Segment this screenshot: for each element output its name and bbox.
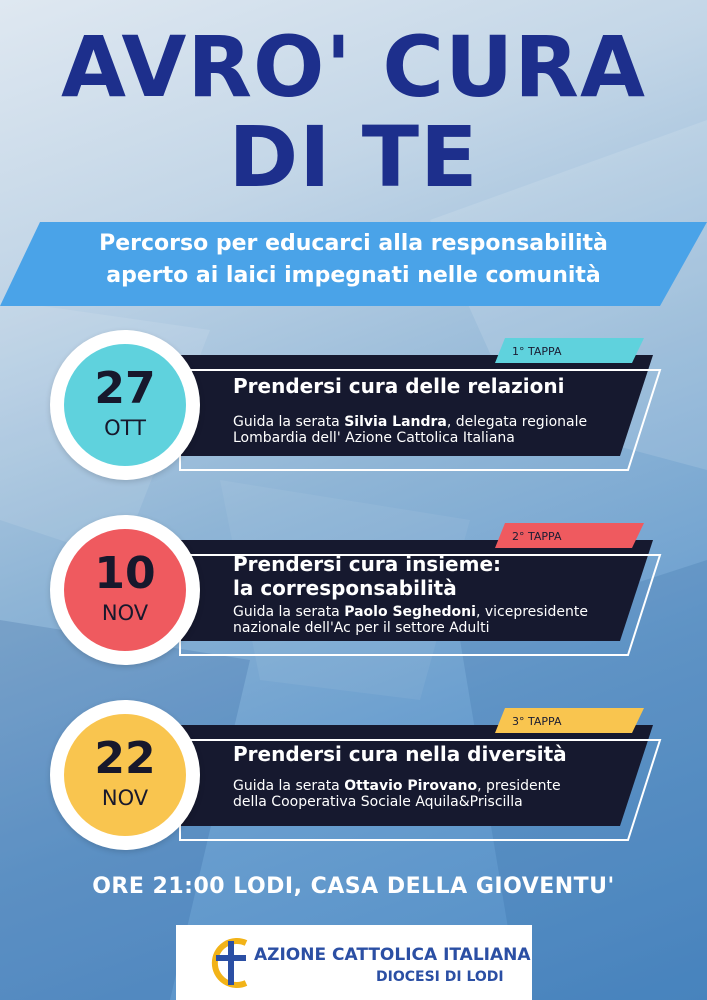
stage-label: 2° TAPPA bbox=[512, 530, 562, 543]
event-title: Prendersi cura insieme: bbox=[233, 552, 502, 576]
event-day: 27 bbox=[94, 363, 156, 414]
speaker-name: Paolo Seghedoni bbox=[344, 604, 476, 620]
stage-label: 3° TAPPA bbox=[512, 715, 562, 728]
speaker-name: Silvia Landra bbox=[344, 414, 447, 430]
event-card-2: 2° TAPPA 10 NOV Prendersi cura insieme: … bbox=[0, 515, 707, 665]
event-day: 22 bbox=[94, 733, 156, 784]
date-badge: 10 NOV bbox=[50, 515, 200, 665]
subtitle-line-1: Percorso per educarci alla responsabilit… bbox=[99, 231, 608, 256]
event-title: Prendersi cura delle relazioni bbox=[233, 374, 565, 398]
event-card-3: 3° TAPPA 22 NOV Prendersi cura nella div… bbox=[0, 700, 707, 850]
date-badge: 22 NOV bbox=[50, 700, 200, 850]
main-title-line-2: DI TE bbox=[228, 108, 479, 206]
subtitle-banner bbox=[0, 222, 707, 306]
event-month: NOV bbox=[101, 786, 149, 810]
event-card-shape bbox=[179, 338, 662, 471]
event-title: Prendersi cura nella diversità bbox=[233, 742, 567, 766]
organization-logo: AZIONE CATTOLICA ITALIANA DIOCESI DI LOD… bbox=[176, 925, 532, 1000]
event-description: Guida la serata Ottavio Pirovano, presid… bbox=[233, 778, 561, 810]
event-card-shape bbox=[179, 708, 662, 841]
subtitle-line-2: aperto ai laici impegnati nelle comunità bbox=[106, 263, 601, 288]
speaker-name: Ottavio Pirovano bbox=[344, 778, 478, 794]
event-day: 10 bbox=[94, 548, 156, 599]
stage-label: 1° TAPPA bbox=[512, 345, 562, 358]
event-card-1: 1° TAPPA 27 OTT Prendersi cura delle rel… bbox=[0, 330, 707, 480]
event-description: Guida la serata Paolo Seghedoni, vicepre… bbox=[233, 604, 588, 636]
event-description: Guida la serata Silvia Landra, delegata … bbox=[233, 414, 588, 446]
logo-text-line-2: DIOCESI DI LODI bbox=[376, 969, 504, 985]
aci-cross-logo-icon bbox=[211, 938, 248, 988]
logo-text-line-1: AZIONE CATTOLICA ITALIANA bbox=[254, 945, 531, 965]
event-month: OTT bbox=[104, 416, 146, 440]
main-title-line-1: AVRO' CURA bbox=[61, 18, 646, 116]
date-badge: 27 OTT bbox=[50, 330, 200, 480]
event-month: NOV bbox=[101, 601, 149, 625]
time-and-location: ORE 21:00 LODI, CASA DELLA GIOVENTU' bbox=[92, 874, 615, 899]
event-title-line-2: la corresponsabilità bbox=[233, 576, 457, 600]
